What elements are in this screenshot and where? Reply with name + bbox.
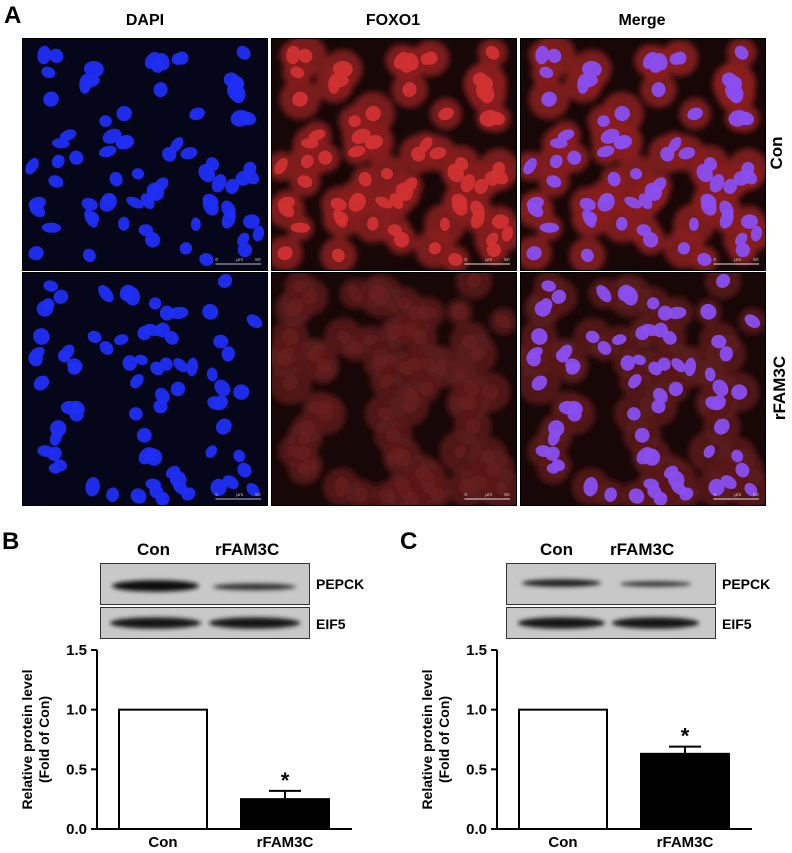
- svg-text:50: 50: [504, 257, 510, 263]
- svg-text:0: 0: [713, 492, 716, 498]
- svg-text:μm: μm: [236, 258, 243, 263]
- blot-c-label-eif5: EIF5: [722, 616, 752, 632]
- micrograph-foxo1-con: 0 μm 50: [271, 38, 517, 271]
- svg-text:50: 50: [504, 492, 510, 498]
- blot-c-lane-con: Con: [540, 540, 574, 559]
- micrograph-dapi-con: 0 μm 50: [22, 38, 268, 271]
- blot-c-pepck: [506, 563, 716, 605]
- blot-b-lane-rfam3c: rFAM3C: [215, 540, 280, 559]
- blot-c-eif5: [506, 607, 716, 639]
- svg-text:50: 50: [753, 257, 759, 263]
- chart-b-xtick-label-0: Con: [148, 834, 177, 851]
- column-header-merge: Merge: [618, 12, 666, 29]
- svg-text:0: 0: [215, 492, 218, 498]
- row-header-rfam3c: rFAM3C: [770, 355, 789, 421]
- chart-c-ylabel: Relative protein level(Fold of Con): [419, 669, 452, 809]
- chart-c: 0.0 0.5 1.0 1.5 Relative protein level(Fold …: [400, 640, 760, 853]
- blot-c-label-pepck: PEPCK: [722, 576, 771, 592]
- chart-b-ylabel: Relative protein level(Fold of Con): [19, 669, 52, 809]
- blot-b-pepck: [100, 563, 310, 605]
- chart-c-xtick-label-1: rFAM3C: [657, 834, 714, 851]
- chart-b-ytick-label: 1.5: [66, 642, 87, 659]
- blot-b-label-pepck: PEPCK: [316, 576, 365, 592]
- micrograph-foxo1-rfam3c: 0 μm 50: [271, 272, 517, 506]
- blot-b-eif5: [100, 607, 310, 639]
- blot-b-label-eif5: EIF5: [316, 616, 346, 632]
- column-header-foxo1: FOXO1: [365, 12, 421, 29]
- chart-c-ytick-label: 1.5: [466, 642, 487, 659]
- chart-b-bar-1: [240, 798, 330, 831]
- panel-a-letter: A: [4, 2, 22, 29]
- svg-text:50: 50: [753, 492, 759, 498]
- svg-text:0: 0: [215, 257, 218, 263]
- row-header-con: Con: [767, 136, 786, 170]
- chart-c-bar-0: [518, 708, 608, 830]
- svg-text:μm: μm: [485, 258, 492, 263]
- blot-c-lane-rfam3c: rFAM3C: [610, 540, 675, 559]
- panel-b-letter: B: [2, 528, 20, 555]
- blot-b-lane-con: Con: [137, 540, 171, 559]
- svg-text:μm: μm: [734, 493, 741, 498]
- chart-b-significance-1: *: [281, 768, 290, 793]
- micrograph-merge-con: 0 μm 50: [520, 38, 766, 271]
- micrograph-merge-rfam3c: 0 μm 50: [520, 272, 766, 506]
- chart-b-ytick-label: 0.0: [66, 821, 87, 838]
- chart-c-ytick-label: 0.5: [466, 761, 487, 778]
- micrograph-dapi-rfam3c: 0 μm 50: [22, 272, 268, 506]
- chart-b-xtick-label-1: rFAM3C: [257, 834, 314, 851]
- chart-c-significance-1: *: [681, 724, 690, 749]
- svg-text:μm: μm: [485, 493, 492, 498]
- panel-c-letter: C: [400, 528, 418, 555]
- svg-text:μm: μm: [734, 258, 741, 263]
- chart-c-ytick-label: 1.0: [466, 702, 487, 719]
- chart-b-ytick-label: 0.5: [66, 761, 87, 778]
- svg-text:0: 0: [464, 257, 467, 263]
- svg-text:0: 0: [464, 492, 467, 498]
- chart-b-bar-0: [118, 708, 208, 830]
- svg-text:50: 50: [255, 492, 261, 498]
- chart-b: 0.0 0.5 1.0 1.5 Relative protein level(Fold …: [0, 640, 360, 853]
- svg-text:μm: μm: [236, 493, 243, 498]
- svg-text:50: 50: [255, 257, 261, 263]
- chart-c-ytick-label: 0.0: [466, 821, 487, 838]
- column-header-dapi: DAPI: [125, 12, 165, 29]
- svg-text:0: 0: [713, 257, 716, 263]
- chart-b-ytick-label: 1.0: [66, 702, 87, 719]
- chart-c-xtick-label-0: Con: [548, 834, 577, 851]
- chart-c-bar-1: [640, 752, 730, 830]
